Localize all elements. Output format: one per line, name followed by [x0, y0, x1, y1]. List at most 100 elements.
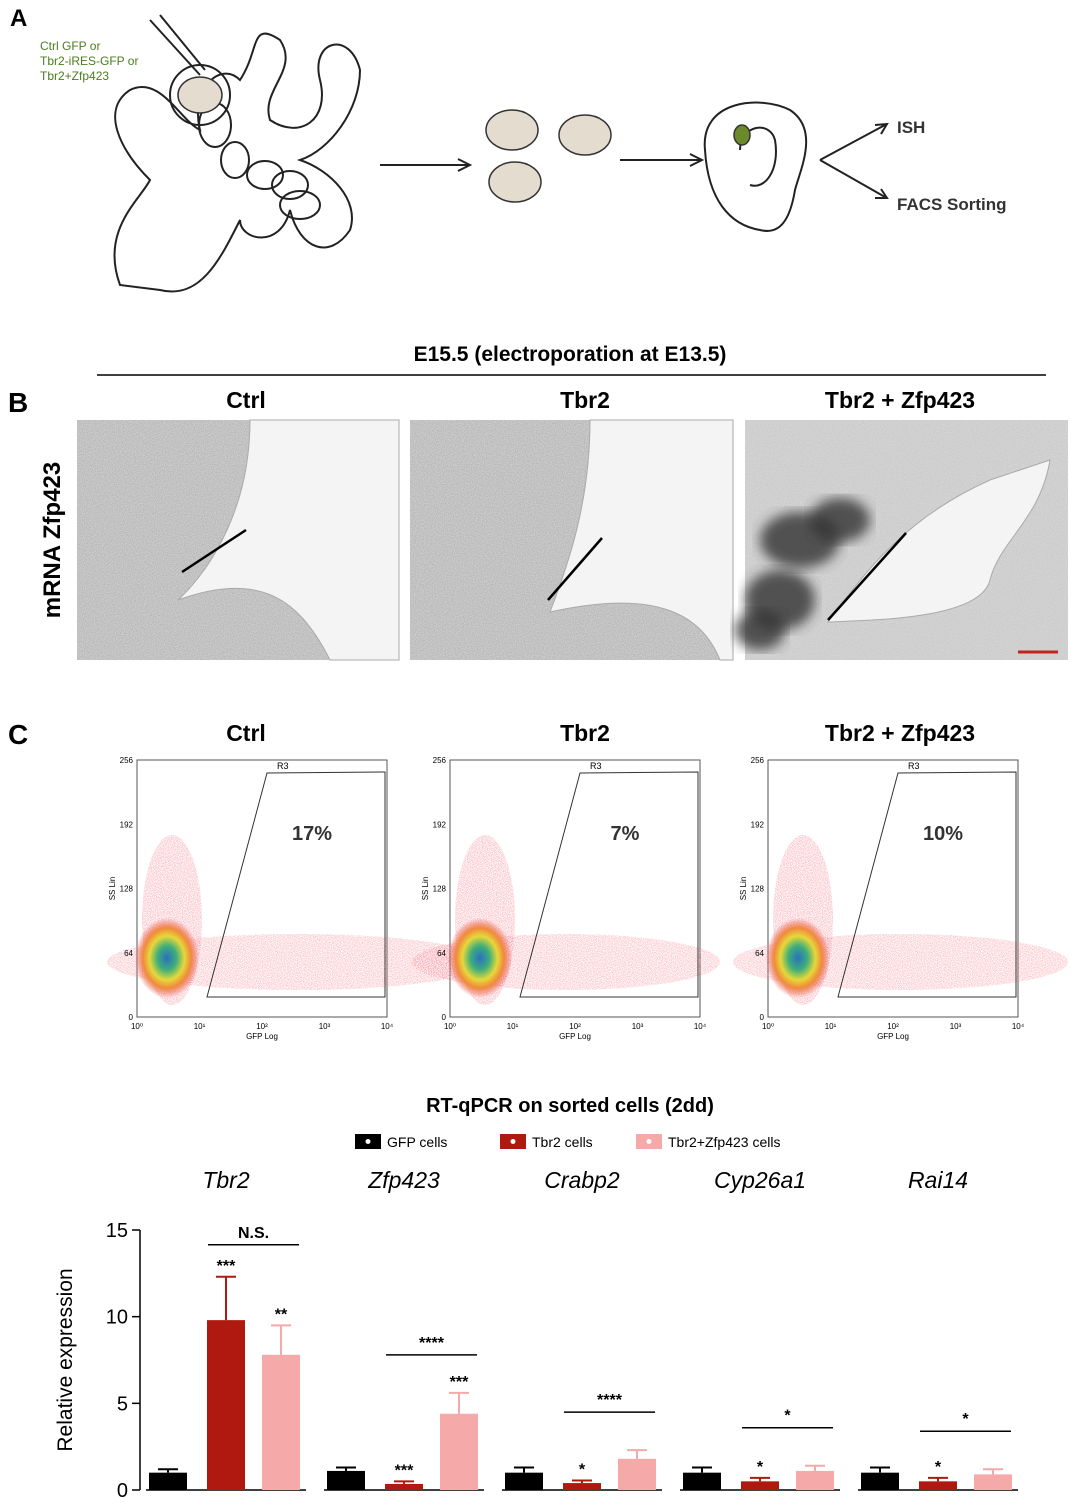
output-label: ISH: [897, 118, 925, 137]
chart-title: RT-qPCR on sorted cells (2dd): [426, 1095, 714, 1117]
x-tick-label: 10³: [632, 1022, 644, 1031]
gate-percent: 17%: [292, 823, 332, 845]
y-tick-label: 256: [751, 756, 765, 765]
x-tick-label: 10³: [950, 1022, 962, 1031]
x-tick-label: 10⁰: [762, 1022, 774, 1031]
bar: [919, 1481, 957, 1490]
ventricle: [826, 459, 1051, 623]
x-axis-label: GFP Log: [246, 1032, 278, 1041]
bar: [618, 1458, 656, 1490]
significance: *: [935, 1459, 942, 1476]
embryos: [177, 76, 751, 203]
bar: [207, 1320, 245, 1490]
bar: [861, 1472, 899, 1490]
plot-frame: [136, 759, 388, 1018]
significance: ***: [450, 1374, 469, 1391]
panel-letter: B: [8, 387, 28, 418]
comparison-label: N.S.: [238, 1225, 269, 1242]
legend-label: Tbr2 cells: [532, 1134, 593, 1150]
x-tick-label: 10⁴: [381, 1022, 394, 1031]
zone-line: [827, 532, 907, 621]
gate-percent: 10%: [923, 823, 963, 845]
y-tick-label: 64: [437, 949, 446, 958]
plot-frame: [449, 759, 701, 1018]
event-density: [766, 918, 830, 998]
y-axis-label: Relative expression: [54, 1268, 77, 1451]
x-tick-label: 10¹: [194, 1022, 206, 1031]
output-label: FACS Sorting: [897, 195, 1007, 214]
legend-label: GFP cells: [387, 1134, 447, 1150]
panel-letter: C: [8, 719, 28, 750]
y-axis-label: SS Lin: [739, 877, 748, 901]
bar: [505, 1472, 543, 1490]
x-tick-label: 10⁰: [444, 1022, 456, 1031]
comparison-label: *: [784, 1408, 791, 1425]
panel-letter: A: [10, 5, 27, 32]
x-tick-label: 10⁴: [694, 1022, 707, 1031]
construct: Tbr2+Zfp423: [40, 69, 109, 83]
category-label: Tbr2: [202, 1167, 250, 1193]
zone-line: [547, 537, 603, 601]
bar: [440, 1413, 478, 1490]
y-tick-label: 128: [751, 885, 765, 894]
ventricle: [177, 419, 400, 661]
event-cloud: [107, 934, 487, 990]
row-label: mRNA Zfp423: [39, 462, 66, 618]
comparison-label: ****: [419, 1335, 445, 1352]
y-tick-label: 64: [124, 949, 133, 958]
y-axis-label: SS Lin: [108, 877, 117, 901]
y-tick-label: 5: [117, 1393, 128, 1415]
significance: *: [757, 1459, 764, 1476]
y-tick-label: 0: [760, 1013, 765, 1022]
x-axis-label: GFP Log: [559, 1032, 591, 1041]
construct: Tbr2-iRES-GFP or: [40, 54, 138, 68]
gate-label: R3: [277, 761, 289, 771]
significance: ***: [395, 1462, 414, 1479]
legend-dot: [365, 1139, 371, 1144]
x-tick-label: 10⁰: [131, 1022, 143, 1031]
x-tick-label: 10²: [256, 1022, 268, 1031]
gate: [837, 771, 1017, 998]
bar: [563, 1483, 601, 1490]
y-tick-label: 128: [120, 885, 134, 894]
x-tick-label: 10¹: [507, 1022, 519, 1031]
category-label: Zfp423: [367, 1167, 440, 1193]
y-tick-label: 192: [751, 820, 765, 829]
bar: [796, 1470, 834, 1490]
column-title: Ctrl: [226, 387, 266, 413]
expression-signal: [735, 610, 785, 650]
ventricle: [549, 419, 734, 661]
y-tick-label: 0: [129, 1013, 134, 1022]
significance: *: [579, 1461, 586, 1478]
column-title: Tbr2: [560, 387, 610, 413]
event-density: [448, 918, 512, 998]
construct: Ctrl GFP or: [40, 39, 100, 53]
bar: [741, 1481, 779, 1490]
bar: [385, 1483, 423, 1490]
expression-signal: [810, 498, 870, 542]
column-title: Tbr2: [560, 720, 610, 746]
flow-plot: R3 10% 0 64 128 192 256 10⁰ 10¹ 10² 10³ 10⁴ GFP Log S…: [733, 756, 1068, 1041]
y-tick-label: 192: [120, 820, 134, 829]
x-axis-label: GFP Log: [877, 1032, 909, 1041]
gate-label: R3: [590, 761, 602, 771]
column-title: Tbr2 + Zfp423: [825, 387, 975, 413]
bar: [327, 1470, 365, 1490]
comparison-label: *: [962, 1411, 969, 1428]
y-tick-label: 256: [433, 756, 447, 765]
significance: **: [275, 1306, 288, 1323]
y-tick-label: 64: [755, 949, 764, 958]
y-axis-label: SS Lin: [421, 877, 430, 901]
category-label: Cyp26a1: [714, 1167, 806, 1193]
bar: [149, 1472, 187, 1490]
x-tick-label: 10²: [887, 1022, 899, 1031]
bar: [683, 1472, 721, 1490]
panel-header: E15.5 (electroporation at E13.5): [414, 343, 727, 366]
gate: [519, 771, 699, 998]
y-tick-label: 10: [106, 1307, 128, 1329]
gate: [206, 771, 386, 998]
event-density: [135, 918, 199, 998]
column-title: Ctrl: [226, 720, 266, 746]
y-tick-label: 15: [106, 1220, 128, 1242]
